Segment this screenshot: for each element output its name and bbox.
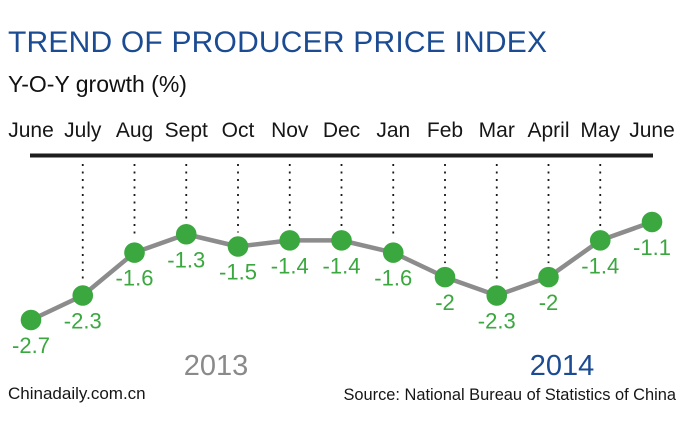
data-point — [434, 266, 456, 288]
chart-subtitle-ylabel: Y-O-Y growth (%) — [8, 71, 187, 97]
value-label: -1.6 — [374, 266, 412, 291]
month-label: Jan — [376, 119, 410, 142]
value-label: -2.7 — [12, 333, 50, 358]
value-label: -2.3 — [64, 309, 102, 334]
month-label: Oct — [222, 119, 255, 142]
value-label: -1.6 — [116, 266, 154, 291]
month-label: June — [629, 119, 675, 142]
page-title: TREND OF PRODUCER PRICE INDEX — [8, 26, 548, 59]
month-label: Nov — [271, 119, 309, 142]
value-label: -2 — [539, 290, 559, 315]
month-label: Dec — [323, 119, 360, 142]
data-point — [486, 285, 508, 306]
value-label: -1.5 — [219, 260, 257, 285]
month-label: July — [64, 119, 102, 142]
month-label: Aug — [116, 119, 153, 142]
month-label: Mar — [479, 119, 515, 142]
value-label: -1.4 — [271, 253, 309, 278]
value-label: -2 — [435, 290, 455, 315]
value-label: -1.4 — [323, 253, 361, 278]
year-label-2013: 2013 — [183, 350, 249, 382]
month-label: Sept — [165, 119, 208, 142]
month-label: June — [8, 119, 54, 142]
data-point — [331, 230, 352, 251]
value-label: -1.1 — [633, 235, 671, 260]
month-label: Feb — [427, 119, 463, 142]
month-label: April — [527, 119, 569, 142]
source-credit: Source: National Bureau of Statistics of… — [343, 386, 676, 404]
value-label: -1.3 — [167, 247, 205, 272]
data-point — [227, 236, 249, 257]
data-point — [72, 285, 94, 306]
value-label: -2.3 — [478, 309, 516, 334]
data-point — [175, 223, 197, 245]
year-label-2014: 2014 — [529, 350, 595, 382]
data-point — [20, 309, 42, 331]
value-label: -1.4 — [581, 253, 619, 278]
data-point — [641, 211, 663, 233]
data-point — [538, 266, 559, 288]
data-point — [124, 242, 145, 263]
month-label: May — [580, 119, 620, 142]
data-point — [279, 230, 301, 251]
data-point — [382, 242, 404, 263]
watermark-chinadaily: Chinadaily.com.cn — [8, 384, 146, 403]
data-point — [589, 230, 611, 251]
